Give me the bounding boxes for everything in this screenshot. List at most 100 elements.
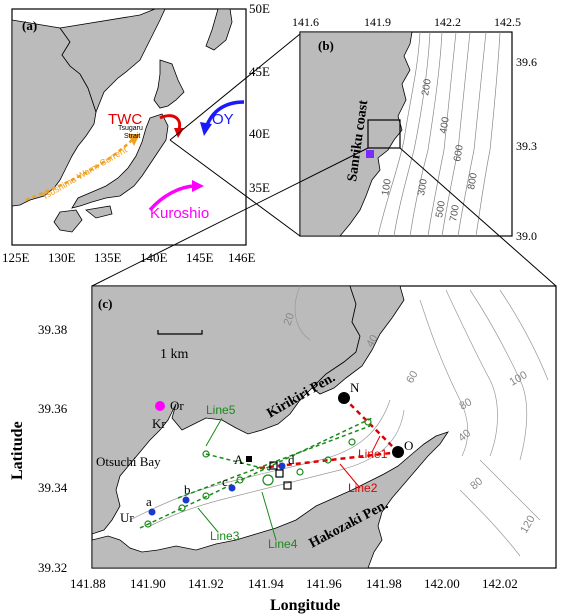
panel-c: 20 40 60 80 100 120 40 80 (9, 285, 557, 614)
connector-a-b-bottom (169, 139, 301, 237)
line3-leader (197, 507, 219, 533)
panel-b-contours (377, 31, 501, 237)
panel-a-x-ticks: 125E 130E 135E 140E 145E 146E (2, 250, 256, 265)
station-or-marker (155, 401, 165, 411)
line2-label: Line2 (348, 481, 378, 495)
line5-transect (205, 453, 271, 471)
station-o-label: O (404, 438, 413, 453)
kyushu (53, 209, 83, 233)
x-tick: 141.88 (70, 576, 106, 591)
y-tick: 39.0 (516, 229, 537, 243)
line4-transect (177, 425, 371, 499)
station-c-marker (228, 484, 236, 492)
square-station (269, 461, 278, 470)
connector-a-b-top (169, 33, 301, 141)
station-n-label: N (350, 380, 360, 395)
line4-label: Line4 (268, 537, 298, 551)
y-tick: 50E (249, 1, 270, 16)
line1-red-transect-2 (259, 450, 401, 470)
panel-b-inset-box (367, 119, 401, 149)
panel-c-x-ticks: 141.88 141.90 141.92 141.94 141.96 141.9… (70, 576, 518, 591)
green-station (324, 456, 332, 464)
green-station (144, 520, 152, 528)
contour-line (377, 31, 421, 237)
panel-c-contours (129, 285, 549, 557)
x-tick: 141.94 (248, 576, 284, 591)
x-tick: 141.98 (366, 576, 402, 591)
line5-label: Line5 (206, 403, 236, 417)
contour-label: 60 (404, 369, 421, 386)
kuroshio-arrow (148, 184, 197, 212)
y-tick: 45E (249, 64, 270, 79)
y-tick: 39.38 (38, 322, 67, 337)
y-tick: 39.6 (516, 55, 537, 69)
hakozaki-peninsula (91, 431, 449, 569)
y-tick: 40E (249, 126, 270, 141)
contour-line (445, 289, 498, 457)
square-station (283, 481, 292, 490)
shikoku (85, 205, 113, 219)
contour-line (129, 399, 391, 521)
kirikiri-peninsula (311, 285, 405, 395)
green-station (364, 418, 372, 426)
green-station (202, 450, 210, 458)
contour-line (475, 31, 501, 237)
contour-line (479, 459, 541, 521)
station-a-lower-marker (148, 508, 156, 516)
x-tick: 141.9 (364, 15, 391, 29)
station-ur-label: Ur (120, 510, 134, 525)
red-label-leaders (339, 435, 381, 489)
x-tick: 141.96 (306, 576, 342, 591)
station-n-marker (338, 392, 350, 404)
contour-line (427, 31, 457, 237)
tsushima-arrowhead (128, 134, 140, 146)
green-station (262, 474, 274, 486)
oy-arrowhead (200, 122, 212, 136)
station-or-label: Or (170, 398, 184, 413)
panel-c-y-ticks: 39.38 39.36 39.34 39.32 (38, 322, 68, 575)
line1-label: Line1 (358, 447, 388, 461)
tsugaru-label-2: Strait (124, 133, 140, 140)
transect-labels: Line1 Line2 Line3 Line4 Line5 (206, 403, 388, 551)
station-c-label: c (222, 474, 228, 489)
x-tick: 142.00 (424, 576, 460, 591)
contour-label: 100 (380, 178, 394, 197)
x-tick: 146E (228, 250, 256, 265)
x-tick: 141.6 (292, 15, 319, 29)
contour-line (459, 489, 521, 557)
panel-b-y-ticks: 39.6 39.3 39.0 (516, 55, 537, 243)
station-a-label: a (146, 494, 152, 509)
panel-b-x-ticks: 141.6 141.9 142.2 142.5 (292, 15, 521, 29)
green-stations (144, 418, 372, 528)
contour-label: 80 (458, 396, 475, 413)
contour-label: 200 (420, 78, 434, 97)
green-station (178, 504, 186, 512)
station-d-marker (278, 462, 286, 470)
contour-line (441, 31, 471, 237)
x-tick: 142.2 (434, 15, 461, 29)
panel-a-y-ticks: 50E 45E 40E 35E (249, 1, 270, 195)
line5-leader (205, 417, 223, 447)
panel-b: 200 400 600 800 300 500 700 100 (b) Sanr… (292, 15, 537, 243)
transect-label-leaders (197, 417, 277, 541)
x-tick: 135E (94, 250, 122, 265)
green-station (296, 468, 304, 476)
kuril-land (205, 8, 233, 51)
connector-b-c-right (399, 147, 557, 287)
contour-label: 400 (438, 116, 452, 135)
scale-bar (157, 330, 203, 335)
station-kr-label: Kr (152, 416, 166, 431)
station-a-upper-label: A (234, 452, 244, 467)
x-tick: 142.5 (494, 15, 521, 29)
contour-line (457, 31, 487, 237)
panel-b-label: (b) (318, 38, 334, 53)
panel-a-label: (a) (22, 18, 37, 33)
y-tick: 35E (249, 180, 270, 195)
x-tick: 141.92 (188, 576, 224, 591)
x-tick: 141.90 (130, 576, 166, 591)
contour-line (149, 409, 405, 527)
panel-a: (a) TWC OY Kuroshio Tsugaru Strait Tsush… (2, 1, 270, 265)
x-tick: 125E (2, 250, 30, 265)
otsuchi-label: Otsuchi Bay (96, 454, 161, 469)
green-station (236, 476, 244, 484)
